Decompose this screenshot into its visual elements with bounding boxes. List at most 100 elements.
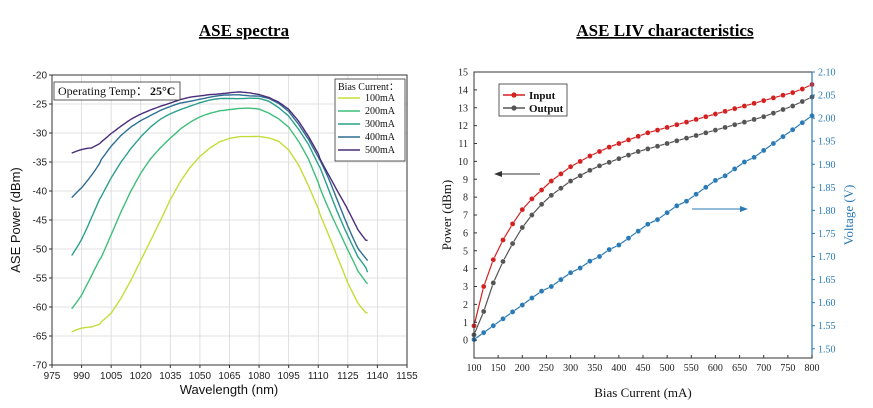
right-y-tick-label: 14	[458, 85, 468, 96]
right-x-tick-label: 100	[467, 363, 482, 374]
right-series-point-2	[519, 302, 526, 308]
left-y-tick-label: -55	[33, 274, 48, 285]
right-x-axis-label: Bias Current (mA)	[594, 385, 691, 400]
left-x-tick-label: 1110	[308, 371, 329, 382]
right-series-point-0	[606, 144, 613, 150]
right-x-tick-label: 650	[732, 363, 747, 374]
right-y2-tick-label: 1.50	[818, 344, 836, 355]
right-series-group	[471, 81, 815, 343]
right-series-point-2	[625, 235, 632, 241]
right-series-point-1	[616, 155, 622, 162]
right-series-point-2	[683, 198, 690, 204]
right-series-point-0	[693, 116, 699, 123]
right-series-point-1	[577, 172, 584, 179]
right-series-point-1	[519, 224, 526, 231]
right-series-point-1	[654, 143, 661, 149]
right-x-tick-label: 200	[515, 363, 530, 374]
left-y-tick-label: -60	[33, 303, 48, 314]
left-legend-label: 100mA	[365, 93, 396, 104]
right-y-tick-label: 4	[463, 264, 468, 275]
left-legend: Bias Current： 100mA 200mA 300mA 400mA 500mA	[334, 78, 406, 162]
right-series-point-0	[480, 283, 487, 290]
right-series-point-2	[606, 246, 613, 253]
right-series-point-2	[596, 253, 603, 260]
right-series-point-2	[558, 276, 564, 283]
right-series-point-1	[712, 127, 719, 133]
left-series-line-300mA	[71, 97, 369, 273]
right-series-point-0	[567, 163, 574, 170]
right-series-point-2	[789, 126, 796, 133]
right-series-point-1	[500, 258, 506, 265]
right-series-point-0	[731, 105, 738, 112]
right-series-point-2	[780, 133, 786, 140]
right-series-point-0	[490, 256, 497, 263]
right-y-axis-label: Power (dBm)	[439, 180, 454, 250]
right-y-tick-label: 0	[463, 336, 468, 347]
right-series-point-0	[529, 196, 535, 202]
left-y-tick-label: -70	[33, 361, 48, 372]
right-y-tick-label: 5	[463, 246, 468, 257]
right-series-point-0	[558, 171, 564, 177]
right-series-point-2	[529, 295, 535, 301]
right-series-point-0	[770, 95, 777, 101]
right-series-point-2	[722, 172, 728, 179]
left-legend-label: 200mA	[365, 106, 396, 117]
left-series-line-200mA	[71, 107, 369, 310]
right-y2-ticks: 1.50 1.55 1.60 1.65 1.70 1.75 1.80 1.85 1.90 1.95…	[812, 68, 836, 355]
right-series-point-2	[616, 242, 622, 248]
left-x-tick-label: 1080	[248, 371, 271, 382]
right-series-point-0	[538, 187, 545, 193]
right-series-point-1	[751, 116, 757, 123]
right-series-point-0	[751, 100, 757, 107]
right-series-point-0	[712, 111, 719, 117]
right-y2-tick-label: 1.90	[818, 160, 836, 171]
right-y2-tick-label: 1.65	[818, 275, 836, 286]
operating-temp-annotation: Operating Temp： 25°C	[53, 81, 181, 101]
left-x-tick-label: 1095	[278, 371, 301, 382]
ase-spectra-chart: 975 990 1005 1020 1035 1050 1065 1080 1095 1110 11…	[8, 71, 418, 398]
left-legend-title: Bias Current：	[338, 82, 399, 93]
right-y2-tick-label: 1.60	[818, 298, 836, 309]
right-y2-tick-label: 1.85	[818, 183, 836, 194]
ase-liv-chart: 100 150 200 250 300 350 400 450 500 550 600 650 700 7…	[439, 68, 856, 401]
left-x-tick-label: 1065	[218, 371, 241, 382]
right-series-point-2	[654, 216, 661, 223]
right-series-point-2	[703, 184, 709, 191]
left-y-axis-label: ASE Power (dBm)	[8, 167, 23, 272]
left-x-tick-label: 1140	[367, 371, 389, 382]
right-series-point-2	[674, 202, 680, 209]
right-series-point-2	[587, 258, 593, 264]
right-x-tick-label: 300	[563, 363, 578, 374]
right-x-tick-label: 150	[491, 363, 506, 374]
right-series-point-1	[741, 119, 748, 125]
right-y-tick-label: 6	[463, 228, 468, 239]
right-series-point-1	[538, 201, 545, 208]
right-y-tick-label: 15	[458, 68, 468, 79]
right-series-point-0	[625, 137, 632, 143]
right-series-point-0	[703, 113, 709, 120]
right-series-point-2	[548, 283, 555, 290]
right-legend-label: Input	[529, 90, 556, 102]
right-x-tick-label: 800	[805, 363, 820, 374]
left-legend-label: 300mA	[365, 119, 396, 130]
right-series-point-2	[664, 209, 670, 216]
right-series-point-0	[509, 221, 516, 227]
left-legend-label: 500mA	[365, 145, 396, 156]
right-series-point-0	[741, 103, 748, 109]
right-series-point-0	[587, 153, 593, 159]
right-series-point-1	[558, 185, 564, 191]
right-y-tick-label: 11	[458, 139, 468, 150]
left-chart-title: ASE spectra	[199, 21, 290, 40]
right-series-point-2	[538, 288, 545, 294]
operating-temp-value: 25°C	[150, 84, 175, 98]
left-y-ticks: -20 -25 -30 -35 -40 -45 -50 -55 -60 -65 -70	[33, 71, 52, 372]
left-series-line-500mA	[71, 91, 368, 242]
right-series-point-1	[683, 135, 690, 141]
right-y-tick-label: 2	[463, 300, 468, 311]
right-series-point-1	[674, 137, 680, 144]
right-series-point-2	[645, 221, 651, 227]
right-y2-tick-label: 1.95	[818, 137, 836, 148]
right-legend-label: Output	[529, 103, 564, 115]
right-axis-arrow	[692, 206, 748, 212]
